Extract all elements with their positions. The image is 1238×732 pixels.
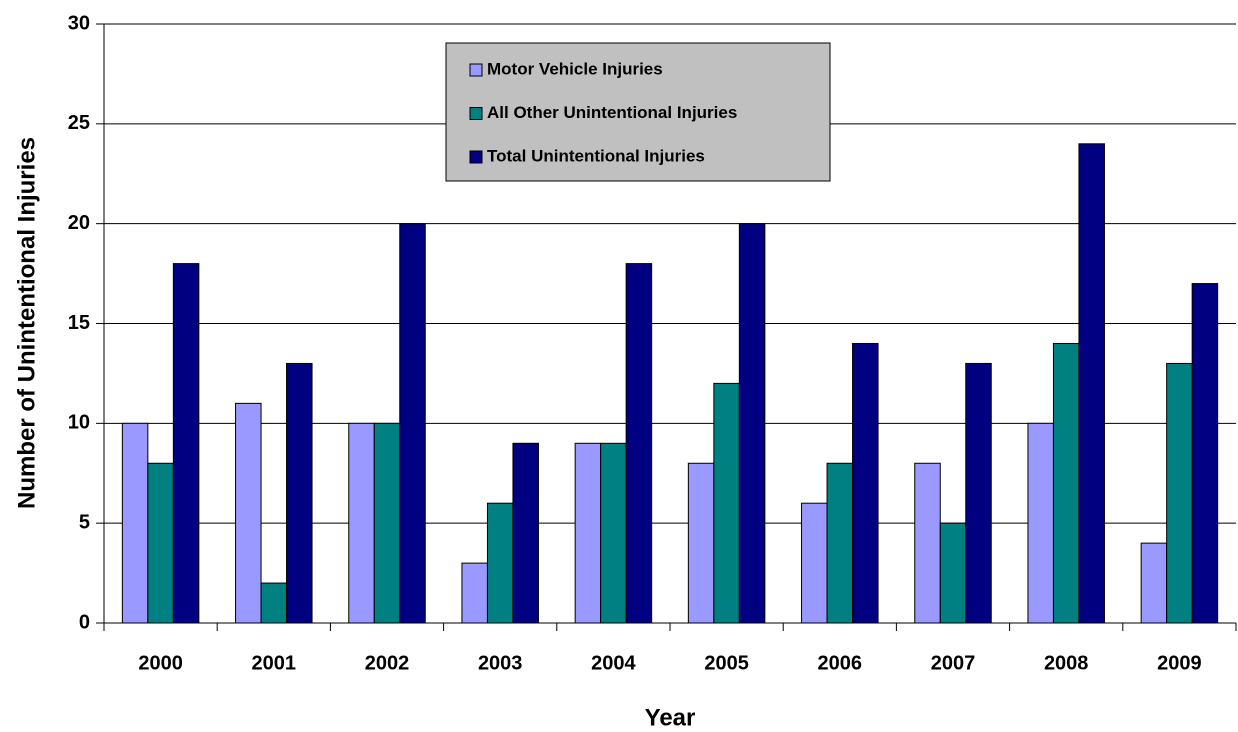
- bar: [486, 502, 514, 624]
- bar: [1166, 362, 1193, 624]
- x-tick-label: 2005: [704, 652, 749, 674]
- bar: [172, 263, 200, 624]
- x-tick-label: 2000: [138, 652, 183, 674]
- bar: [147, 462, 174, 624]
- y-tick-label: 25: [68, 112, 90, 134]
- legend-swatch: [469, 107, 483, 120]
- x-tick-label: 2004: [591, 652, 636, 674]
- bar: [852, 342, 879, 624]
- x-tick-label: 2001: [252, 652, 297, 674]
- bar: [121, 422, 149, 624]
- bar: [1191, 283, 1219, 624]
- x-tick-label: 2002: [365, 652, 410, 674]
- bar: [512, 442, 539, 624]
- bar: [399, 223, 426, 624]
- bar: [235, 402, 262, 624]
- bar: [1140, 542, 1168, 624]
- bar: [373, 422, 401, 624]
- bar: [1027, 422, 1054, 624]
- x-tick-label: 2009: [1157, 652, 1202, 674]
- bar: [965, 362, 992, 624]
- bar: [687, 462, 715, 624]
- legend-box: [445, 42, 831, 182]
- bar: [286, 362, 313, 624]
- y-tick-label: 0: [79, 611, 90, 633]
- bar: [461, 562, 488, 624]
- y-tick-label: 15: [68, 312, 90, 334]
- bar: [625, 263, 653, 624]
- x-tick-label: 2003: [478, 652, 523, 674]
- bar: [914, 462, 941, 624]
- bar: [348, 422, 375, 624]
- legend-swatch: [469, 63, 483, 77]
- bar: [801, 502, 828, 624]
- y-tick-label: 5: [79, 511, 90, 533]
- x-tick-label: 2008: [1044, 652, 1089, 674]
- bar: [826, 462, 854, 624]
- bar: [939, 522, 967, 624]
- y-axis-title: Number of Unintentional Injuries: [13, 137, 40, 509]
- y-tick-label: 30: [68, 12, 90, 34]
- x-axis-title: Year: [645, 704, 696, 731]
- bar: [738, 223, 766, 624]
- y-tick-label: 20: [68, 212, 90, 234]
- legend-text: All Other Unintentional Injuries: [487, 103, 737, 122]
- x-tick-label: 2006: [818, 652, 863, 674]
- bar: [600, 442, 627, 624]
- bar: [1078, 143, 1105, 624]
- legend-text: Motor Vehicle Injuries: [487, 59, 663, 78]
- bar: [260, 582, 288, 624]
- legend-swatch: [469, 150, 483, 164]
- bar: [574, 442, 602, 624]
- y-tick-label: 10: [68, 412, 90, 434]
- x-tick-label: 2007: [931, 652, 976, 674]
- bar: [713, 382, 740, 624]
- legend-text: Total Unintentional Injuries: [487, 146, 705, 165]
- bar: [1052, 342, 1080, 624]
